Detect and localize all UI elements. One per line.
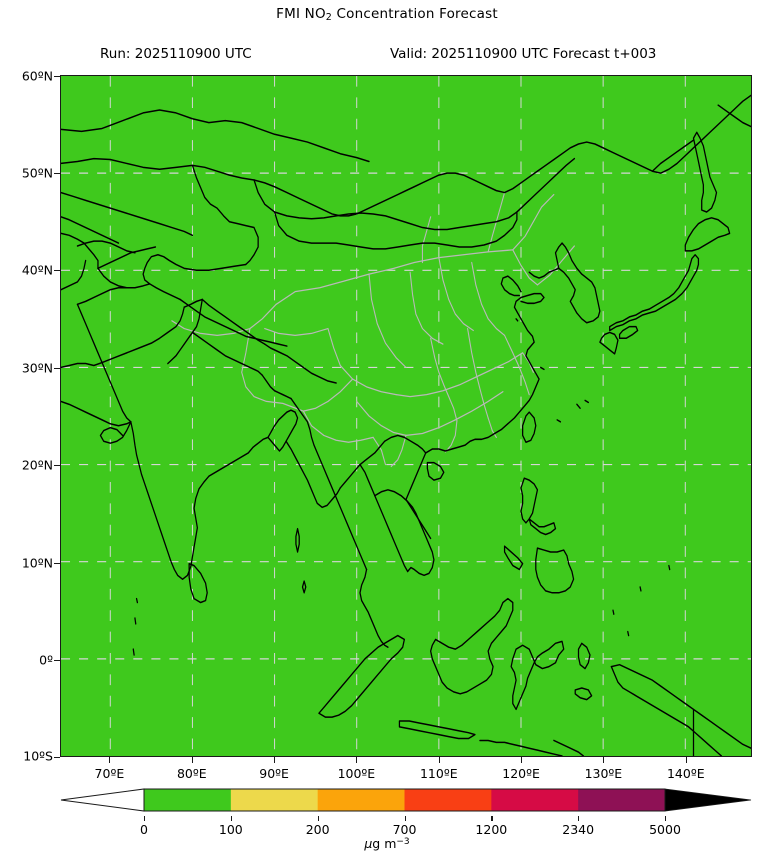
x-tick-label: 130ºE xyxy=(584,766,623,781)
x-tick-label: 140ºE xyxy=(666,766,705,781)
y-tick-marks xyxy=(0,75,60,758)
colorbar-tick-mark xyxy=(317,816,319,821)
colorbar-segment xyxy=(578,789,666,811)
y-tick-label: 20ºN xyxy=(21,457,53,473)
colorbar-segments xyxy=(144,789,666,811)
title-prefix: FMI NO xyxy=(276,6,326,22)
y-tick-label: 0º xyxy=(39,652,53,668)
valid-label: Valid: 2025110900 UTC Forecast t+003 xyxy=(390,46,657,62)
colorbar-under-arrow xyxy=(60,788,145,812)
colorbar-tick-mark xyxy=(404,816,406,821)
admin1-borders xyxy=(171,191,575,468)
title-suffix: Concentration Forecast xyxy=(332,6,498,22)
y-tick-label: 40ºN xyxy=(21,262,53,278)
colorbar-tick-mark xyxy=(665,816,667,821)
colorbar-segment xyxy=(317,789,405,811)
subtitle-row: Run: 2025110900 UTC Valid: 2025110900 UT… xyxy=(60,46,752,66)
colorbar-tick-label: 100 xyxy=(218,822,243,837)
x-tick-label: 100ºE xyxy=(337,766,376,781)
y-tick-label: 10ºS xyxy=(23,748,53,764)
unit-exponent: −3 xyxy=(396,837,410,848)
x-tick-label: 90ºE xyxy=(259,766,289,781)
x-tick-label: 80ºE xyxy=(176,766,207,781)
x-tick-label: 120ºE xyxy=(502,766,540,781)
unit-rest: g m xyxy=(372,836,397,851)
x-tick-label: 70ºE xyxy=(94,766,125,781)
colorbar-tick-label: 700 xyxy=(392,822,417,837)
colorbar-segment xyxy=(230,789,319,811)
x-axis-labels: 70ºE 80ºE 90ºE 100ºE 110ºE 120ºE 130ºE 1… xyxy=(60,757,752,787)
colorbar-svg[interactable] xyxy=(0,786,774,820)
page-title: FMI NO2 Concentration Forecast xyxy=(0,6,774,23)
colorbar-tick-label: 5000 xyxy=(649,822,681,837)
colorbar-tick-mark xyxy=(578,816,580,821)
title-subscript: 2 xyxy=(325,12,333,24)
y-tick-label: 60ºN xyxy=(21,68,53,84)
colorbar-tick-label: 2340 xyxy=(562,822,595,837)
y-tick-label: 30ºN xyxy=(21,360,53,376)
run-label: Run: 2025110900 UTC xyxy=(100,46,252,62)
coastlines-and-borders xyxy=(61,94,751,756)
y-tick-label: 50ºN xyxy=(21,165,53,181)
colorbar-unit-label: μg m−3 xyxy=(0,836,774,851)
colorbar[interactable]: 0 100 200 700 1200 2340 5000 μg m−3 xyxy=(0,786,774,860)
colorbar-tick-label: 1200 xyxy=(475,822,508,837)
map-plot-area[interactable] xyxy=(60,75,752,757)
colorbar-tick-mark xyxy=(230,816,233,821)
colorbar-segment xyxy=(144,789,232,811)
y-axis-labels: 60ºN 50ºN 40ºN 30ºN 20ºN 10ºN 0º 10ºS xyxy=(0,69,53,764)
colorbar-tick-label: 200 xyxy=(305,822,330,837)
map-gridlines xyxy=(61,76,751,756)
colorbar-over-arrow xyxy=(664,788,752,812)
colorbar-ticks: 0 100 200 700 1200 2340 5000 xyxy=(0,816,774,838)
colorbar-tick-mark xyxy=(144,816,146,821)
colorbar-tick-mark xyxy=(491,816,493,821)
y-tick-label: 10ºN xyxy=(21,555,53,571)
colorbar-segment xyxy=(491,789,579,811)
colorbar-segment xyxy=(404,789,492,811)
colorbar-tick-label: 0 xyxy=(140,822,148,837)
x-tick-label: 110ºE xyxy=(419,766,458,781)
unit-mu: μ xyxy=(364,836,373,851)
map-svg xyxy=(61,76,751,756)
